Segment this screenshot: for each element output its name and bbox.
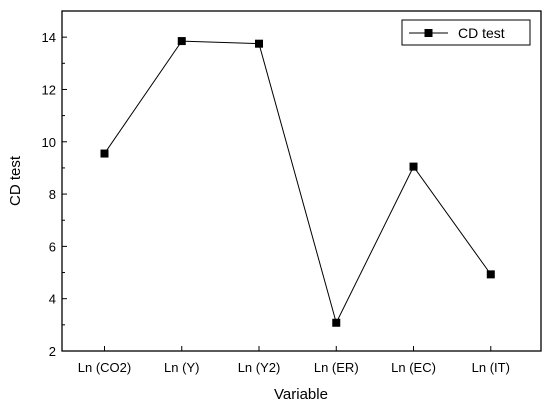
x-axis-title: Variable: [274, 386, 328, 403]
data-point: [332, 318, 341, 327]
legend-marker: [424, 29, 433, 37]
y-tick-label: 12: [42, 82, 56, 97]
data-point: [177, 37, 186, 46]
data-point: [100, 149, 109, 158]
y-axis: 2 4 6 8 10 12 14: [42, 30, 67, 359]
x-tick-label: Ln (Y): [164, 360, 199, 375]
y-axis-title: CD test: [7, 155, 24, 206]
x-tick-label: Ln (CO2): [78, 360, 131, 375]
legend: CD test: [401, 19, 531, 46]
x-tick-label: Ln (IT): [472, 360, 510, 375]
data-point: [255, 39, 264, 48]
x-axis: Ln (CO2) Ln (Y) Ln (Y2) Ln (ER) Ln (EC) Ln (I…: [78, 346, 510, 375]
y-tick-label: 6: [49, 239, 56, 254]
data-point: [486, 270, 495, 279]
x-tick-label: Ln (EC): [391, 360, 436, 375]
y-tick-label: 8: [49, 187, 56, 202]
y-tick-label: 14: [42, 30, 56, 45]
y-tick-label: 4: [49, 292, 56, 307]
data-point: [409, 162, 418, 171]
x-tick-label: Ln (ER): [314, 360, 359, 375]
plot-frame: [61, 10, 542, 352]
y-tick-label: 10: [42, 135, 56, 150]
series-cd-test: [100, 37, 495, 327]
legend-label: CD test: [458, 25, 505, 41]
x-tick-label: Ln (Y2): [238, 360, 281, 375]
series-line: [104, 40, 492, 325]
y-tick-label: 2: [49, 344, 56, 359]
